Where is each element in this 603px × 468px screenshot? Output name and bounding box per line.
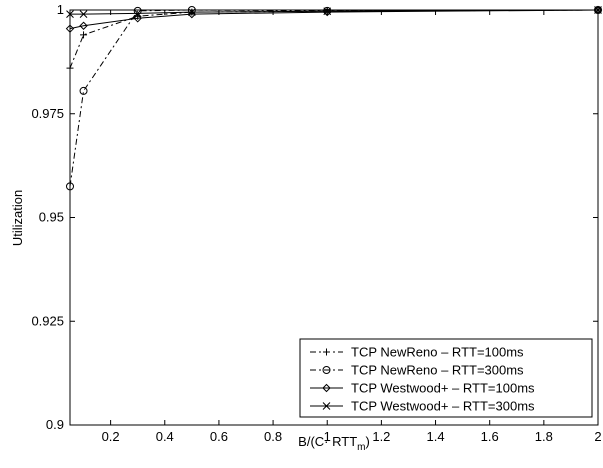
legend-label: TCP Westwood+ – RTT=300ms bbox=[351, 399, 535, 414]
data-point bbox=[66, 10, 74, 19]
legend-marker bbox=[322, 383, 331, 393]
legend-label: TCP Westwood+ – RTT=100ms bbox=[351, 381, 535, 396]
data-point bbox=[187, 8, 196, 16]
series-line bbox=[69, 9, 599, 30]
legend-box bbox=[299, 338, 593, 418]
x-tick-label: 0.6 bbox=[210, 429, 228, 444]
legend-marker bbox=[323, 348, 330, 356]
y-tick-label: 0.9 bbox=[46, 417, 64, 432]
legend-marker bbox=[322, 366, 331, 374]
data-point bbox=[80, 31, 88, 39]
series-layer bbox=[65, 5, 603, 191]
legend: TCP NewReno – RTT=100ms TCP NewReno – RTT… bbox=[299, 338, 593, 418]
data-point bbox=[65, 24, 75, 33]
x-tick-label: 1.8 bbox=[535, 429, 553, 444]
y-tick-label: 0.975 bbox=[31, 106, 64, 121]
data-point bbox=[79, 10, 88, 19]
y-tick-label: 0.95 bbox=[39, 210, 64, 225]
y-axis-title: Utilization bbox=[10, 190, 25, 246]
legend-label: TCP NewReno – RTT=300ms bbox=[351, 363, 524, 378]
data-point bbox=[79, 86, 88, 95]
data-point bbox=[187, 6, 196, 14]
legend-entry: TCP Westwood+ – RTT=300ms bbox=[310, 399, 535, 414]
data-point bbox=[323, 7, 332, 16]
legend-entry: TCP NewReno – RTT=300ms bbox=[310, 363, 524, 378]
x-tick-label: 0.8 bbox=[264, 429, 282, 444]
data-point bbox=[66, 182, 74, 191]
x-tick-label: 2 bbox=[594, 429, 601, 444]
data-point bbox=[133, 14, 142, 23]
y-tick-label: 0.925 bbox=[31, 313, 64, 328]
data-point bbox=[66, 64, 74, 72]
x-tick-label: 1 bbox=[324, 429, 331, 444]
legend-items: TCP NewReno – RTT=100ms TCP NewReno – RTT… bbox=[310, 345, 535, 414]
series-4 bbox=[66, 6, 602, 19]
legend-entry: TCP NewReno – RTT=100ms bbox=[310, 345, 524, 360]
x-tick-label: 0.2 bbox=[102, 429, 120, 444]
x-axis-title: B/(C· RTTm) bbox=[298, 434, 370, 453]
legend-label: TCP NewReno – RTT=100ms bbox=[351, 345, 524, 360]
x-axis: 0.2 0.4 0.6 0.8 1 1.2 1.4 1.6 1.8 2 bbox=[102, 10, 602, 444]
x-tick-label: 1.2 bbox=[372, 429, 390, 444]
data-point bbox=[133, 9, 142, 18]
legend-marker bbox=[322, 402, 331, 410]
series-line bbox=[69, 9, 599, 187]
data-point bbox=[594, 6, 602, 14]
x-tick-label: 1.6 bbox=[481, 429, 499, 444]
x-tick-label: 1.4 bbox=[426, 429, 444, 444]
y-axis: 0.9 0.925 0.95 0.975 1 bbox=[31, 2, 598, 432]
legend-entry: TCP Westwood+ – RTT=100ms bbox=[310, 381, 535, 396]
data-point bbox=[593, 5, 603, 15]
y-tick-label: 1 bbox=[57, 2, 64, 17]
x-tick-label: 0.4 bbox=[156, 429, 174, 444]
data-point bbox=[187, 9, 197, 19]
data-point bbox=[79, 21, 88, 30]
series-line bbox=[70, 9, 599, 15]
